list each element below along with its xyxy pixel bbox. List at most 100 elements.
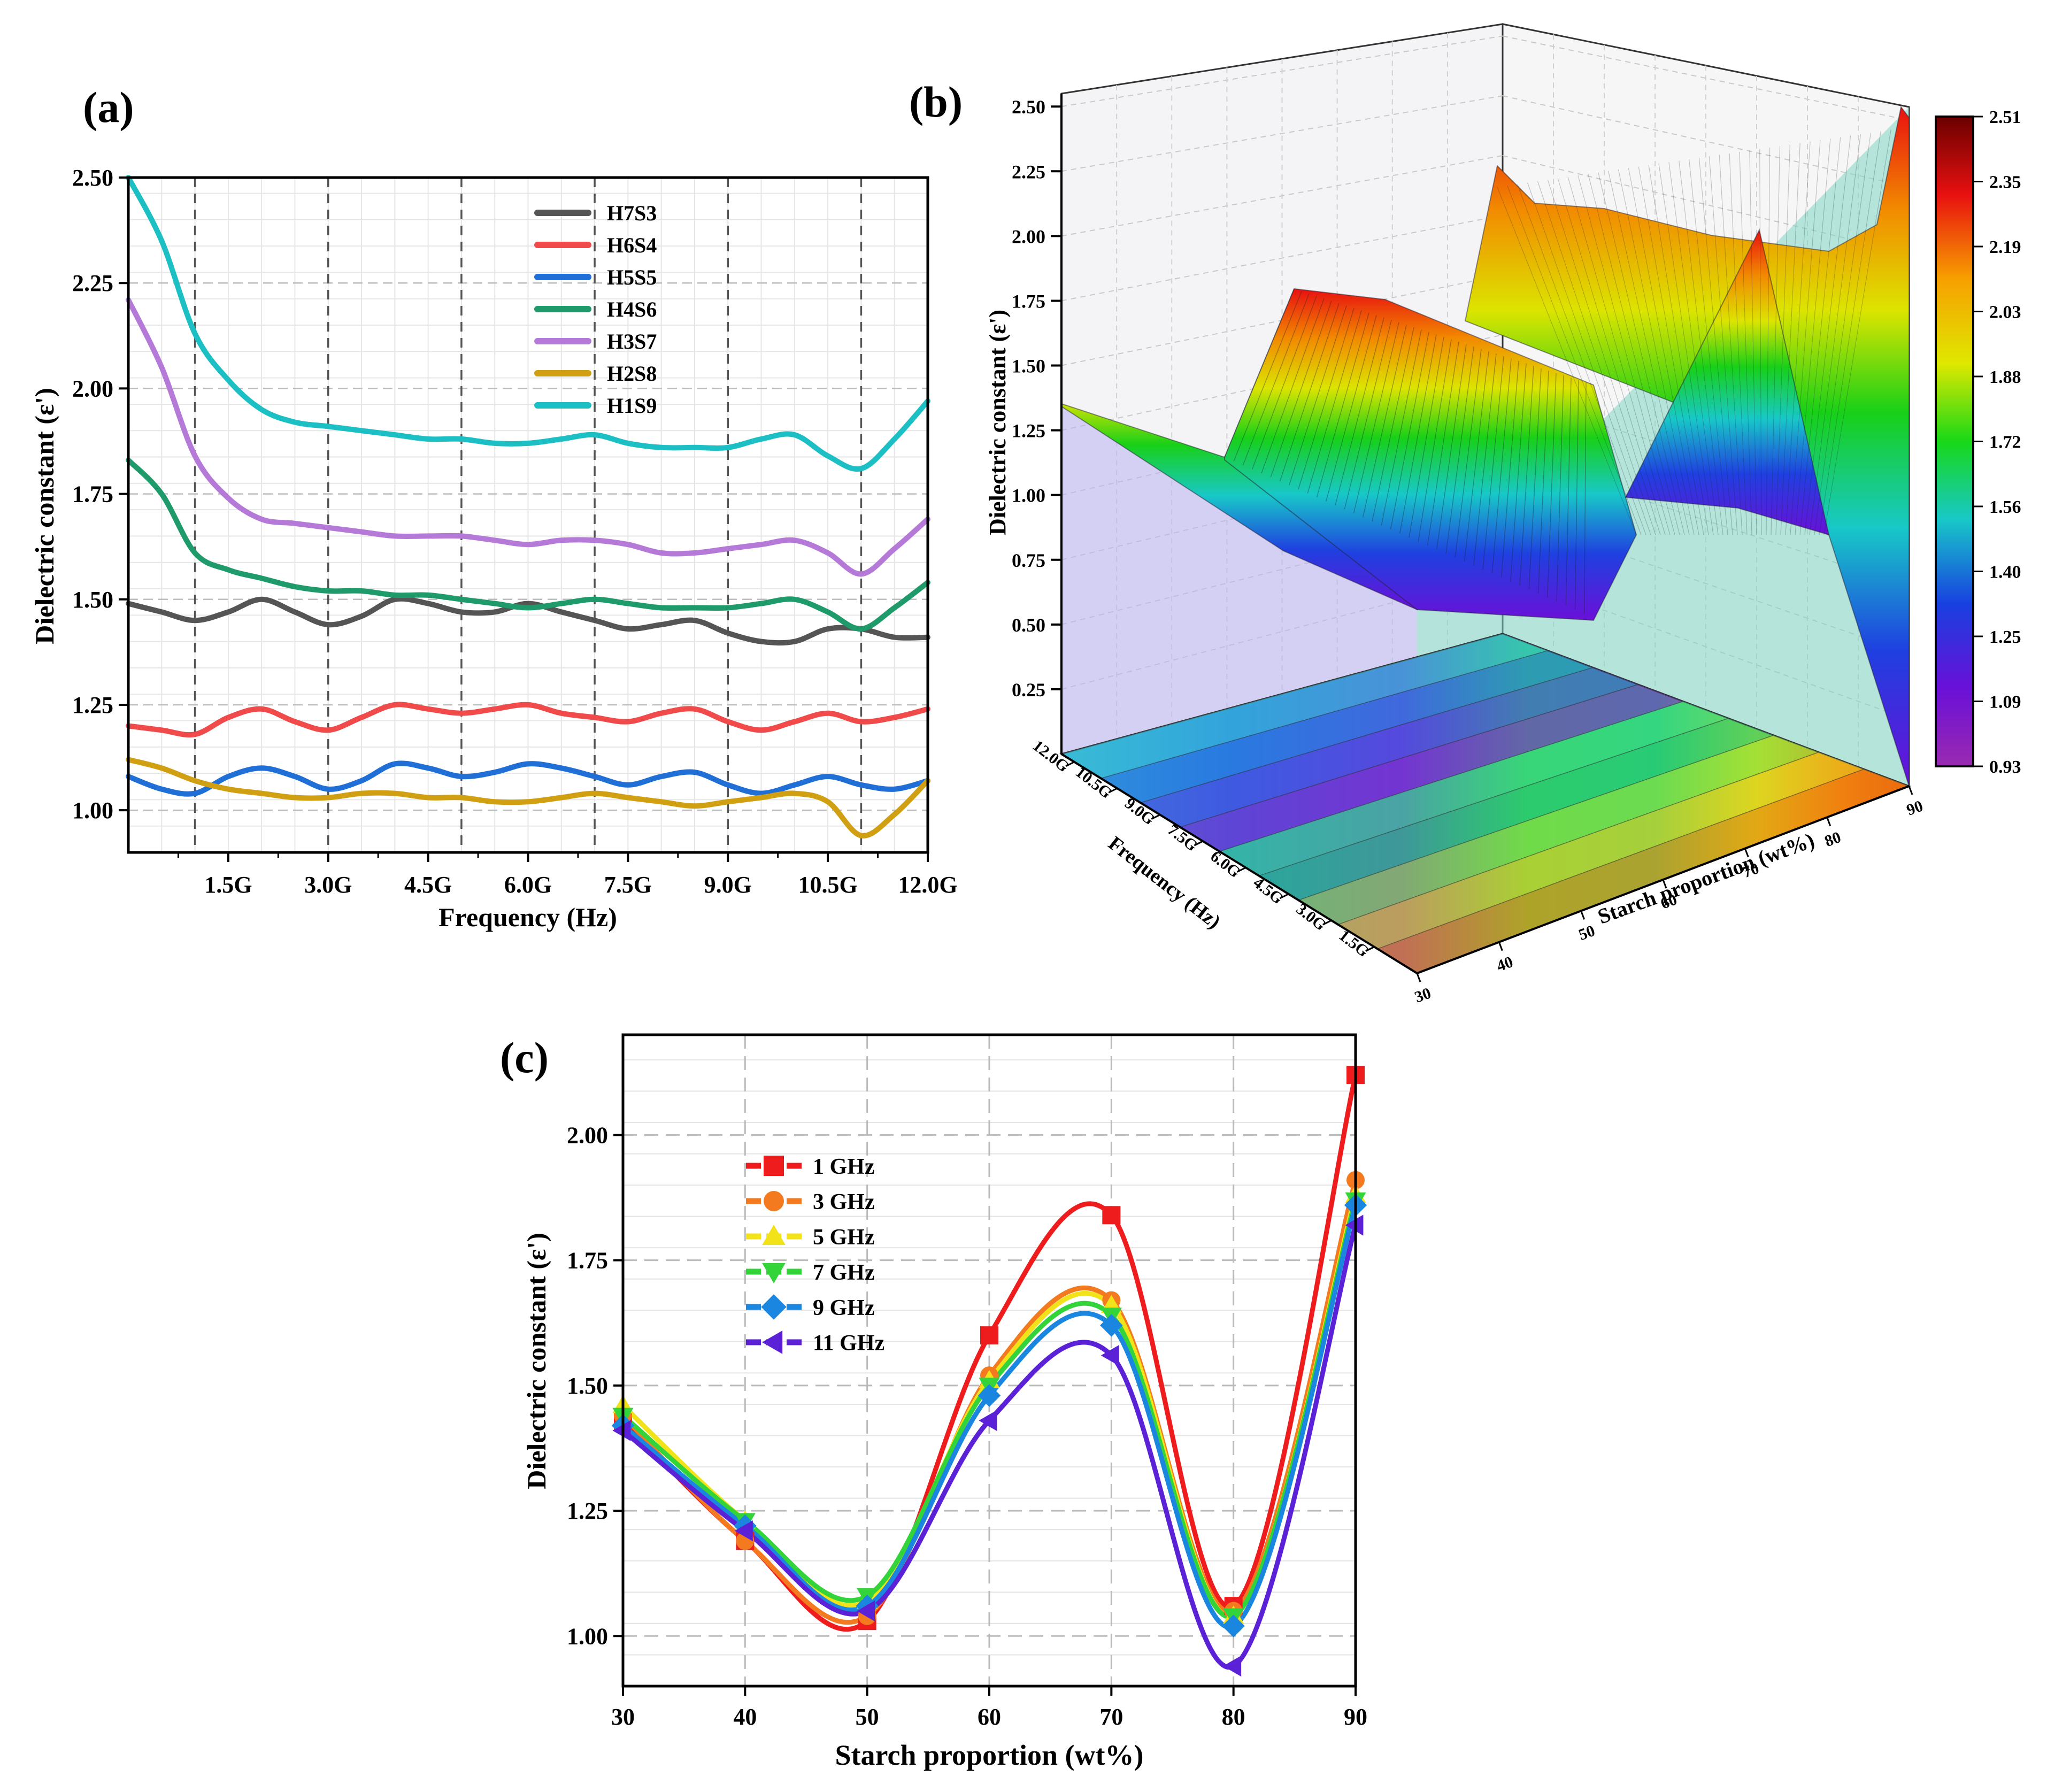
panel-b-z-tick-label: 0.25 [1012,679,1045,701]
panel-c-data-marker [612,1420,631,1441]
panel-b-mesh-line [1482,356,1504,570]
panel-b-mesh-line [1729,153,1748,535]
panel-b-mesh-line [1344,320,1392,510]
panel-b-colorbar-tick-label: 2.03 [1989,303,2021,322]
panel-c-data-marker [980,1326,998,1345]
panel-b-colorbar-tick-label: 1.09 [1989,693,2021,712]
panel-b-mesh-line [1679,160,1723,535]
panel-b-mesh-line [1464,351,1489,562]
panel-a-legend-label: H7S3 [607,201,657,225]
panel-a-y-tick-label: 2.00 [72,375,113,402]
panel-b-x-tick [1908,786,1913,795]
panel-c-series-line [621,1224,1358,1670]
panel-a-series-line-h5s5 [126,760,930,797]
panel-b-mesh-line [1698,157,1733,535]
panel-b-mesh-line [1455,349,1482,558]
panel-c-data-marker [1101,1345,1119,1366]
panel-c-legend-label: 1 GHz [813,1155,874,1179]
panel-b-label: (b) [909,78,963,126]
panel-b-mesh-line [1719,155,1743,535]
panel-c-x-axis-label: Starch proportion (wt%) [835,1739,1144,1771]
panel-b-mesh-line [1507,186,1642,535]
panel-c-legend-label: 5 GHz [813,1225,874,1250]
panel-b-mesh-line [1224,288,1295,458]
panel-b-mesh-line [1363,325,1407,518]
panel-c-y-tick-label: 1.75 [567,1248,608,1274]
panel-c: (c) 30 40 50 60 70 80 90 1.00 1.25 1.50 1.75 2.00 1… [500,1033,1367,1771]
panel-c-series [611,1065,1367,1677]
panel-c-ticks: 30 40 50 60 70 80 90 1.00 1.25 1.50 1.75 2.00 [567,1122,1367,1730]
panel-c-label: (c) [500,1033,549,1082]
panel-c-x-tick-label: 50 [856,1704,879,1730]
panel-b-mesh-line [1567,176,1671,535]
panel-a-series-line-h4s6 [126,457,930,632]
panel-c-series-line [621,1199,1358,1619]
panel-c-series-line [621,1204,1358,1629]
panel-b-mesh-line [1519,365,1534,586]
panel-b-y-tick [1108,787,1118,794]
panel-a-series-line-h7s3 [126,596,930,646]
panel-b-colorbar-tick-label: 1.72 [1989,433,2021,452]
panel-b-mesh-line [1628,168,1699,535]
panel-b-mesh-line [1749,150,1757,535]
panel-a-series-line-h1s9 [126,175,930,472]
panel-c-x-tick-label: 70 [1099,1704,1123,1730]
panel-b-mesh-line [1648,165,1709,535]
panel-b-mesh-line [1547,373,1557,598]
panel-a-series-line-h2s8 [126,757,930,839]
panel-b-mesh-line [1804,135,1851,535]
panel-c-data-marker [857,1600,875,1622]
panel-c-x-tick-label: 80 [1222,1704,1245,1730]
panel-b-mesh-line [1795,139,1831,535]
panel-c-legend-label: 9 GHz [813,1296,874,1320]
panel-b-colorbar-tick-label: 2.19 [1989,237,2021,257]
panel-b-mesh-line [1809,134,1861,535]
panel-b-mesh-line [1574,380,1579,610]
panel-a-x-tick-label: 12.0G [898,872,957,898]
panel-b-mesh-line [1790,140,1821,535]
panel-b-mesh-line [1279,303,1340,482]
panel-c-y-tick-label: 1.25 [567,1498,608,1524]
panel-b-mesh-line [1547,180,1661,535]
panel-a-x-tick-label: 9.0G [704,872,752,898]
panel-b-mesh-line [1814,133,1871,535]
panel-b-y-tick [1194,840,1204,847]
panel-c-data-marker [1102,1206,1121,1225]
panel-b-mesh-line [1517,184,1646,535]
panel-b-mesh-line [1766,147,1771,535]
panel-b-z-tick-label: 2.50 [1012,96,1045,118]
panel-a-series-line-h3s7 [126,297,930,577]
panel-b-colorbar-tick-label: 1.56 [1989,497,2021,517]
panel-c-legend-marker [762,1263,786,1283]
panel-b-mesh-line [1307,310,1362,494]
panel-b-mesh-line [1771,145,1781,535]
panel-b-mesh-line [1709,156,1738,535]
panel-b-mesh-line [1436,344,1467,550]
panel-a-x-tick-label: 6.0G [504,872,552,898]
panel-b-y-tick [1279,893,1289,899]
panel-b-colorbar-tick-label: 1.25 [1989,627,2021,647]
panel-b-z-tick-label: 2.25 [1012,161,1045,182]
panel-b-y-tick [1065,761,1075,767]
panel-b-x-tick-label: 30 [1412,984,1433,1006]
panel-a-y-tick-label: 2.50 [72,165,113,191]
panel-b-mesh-line [1298,307,1355,490]
panel-b-x-tick [1580,910,1586,920]
panel-a-x-tick-label: 3.0G [304,872,352,898]
panel-b-mesh-line [1409,336,1444,538]
panel-a-legend-label: H3S7 [607,329,657,353]
panel-b-mesh-line [1618,169,1695,535]
panel-b-mesh-line [1372,327,1414,522]
panel-c-legend-label: 3 GHz [813,1190,874,1214]
panel-b-y-axis [1060,753,1418,974]
panel-a-x-tick-label: 7.5G [604,872,652,898]
panel-b-z-tick-label: 1.75 [1012,290,1045,312]
panel-c-legend-marker [764,1156,784,1176]
panel-b-mesh-line [1557,178,1666,535]
panel-b-y-tick [1365,946,1375,952]
panel-c-data-marker [1100,1314,1123,1337]
panel-b-mesh-line [1608,171,1690,535]
panel-c-y-tick-label: 2.00 [567,1122,608,1148]
panel-b-surface-peak [1625,228,1830,536]
